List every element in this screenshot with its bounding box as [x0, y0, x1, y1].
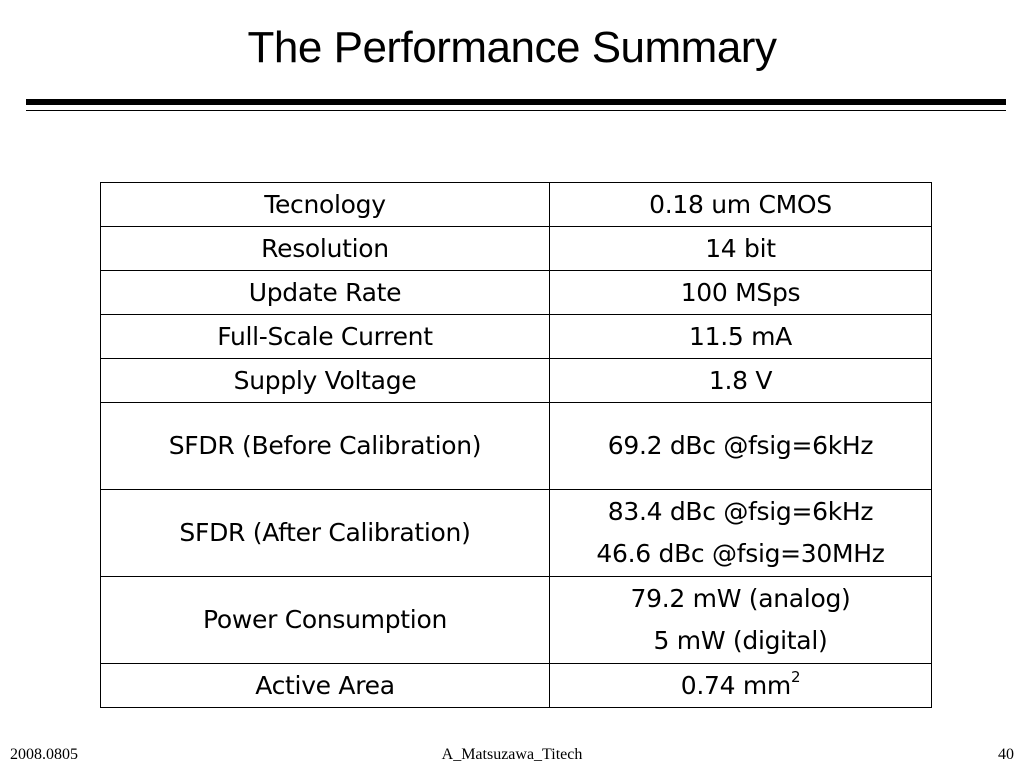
parameter-cell: SFDR (Before Calibration) [100, 402, 550, 490]
performance-table: Tecnology 0.18 um CMOS Resolution 14 bit… [100, 182, 932, 708]
value-cell: 100 MSps [549, 270, 932, 315]
parameter-cell: Update Rate [100, 270, 550, 315]
parameter-cell: Power Consumption [100, 576, 550, 664]
value-cell: 0.74 mm2 [549, 663, 932, 708]
title-rule-thick [26, 99, 1006, 105]
table-row: Full-Scale Current 11.5 mA [100, 314, 932, 359]
parameter-cell: SFDR (After Calibration) [100, 489, 550, 577]
parameter-cell: Tecnology [100, 182, 550, 227]
value-cell: 79.2 mW (analog) 5 mW (digital) [549, 576, 932, 664]
value-line: 79.2 mW (analog) [630, 584, 851, 613]
area-value: 0.74 mm [680, 670, 792, 700]
slide-title: The Performance Summary [247, 23, 777, 72]
footer-page-number: 40 [998, 746, 1014, 763]
table-row: Active Area 0.74 mm2 [100, 663, 932, 708]
table-row: Power Consumption 79.2 mW (analog) 5 mW … [100, 576, 932, 664]
value-cell: 83.4 dBc @fsig=6kHz 46.6 dBc @fsig=30MHz [549, 489, 932, 577]
value-cell: 1.8 V [549, 358, 932, 403]
parameter-cell: Full-Scale Current [100, 314, 550, 359]
table-row: Tecnology 0.18 um CMOS [100, 182, 932, 227]
table-row: Update Rate 100 MSps [100, 270, 932, 315]
parameter-cell: Supply Voltage [100, 358, 550, 403]
value-line: 5 mW (digital) [653, 626, 828, 655]
value-line: 83.4 dBc @fsig=6kHz [607, 497, 874, 526]
table-row: SFDR (Before Calibration) 69.2 dBc @fsig… [100, 402, 932, 490]
parameter-cell: Active Area [100, 663, 550, 708]
value-cell: 0.18 um CMOS [549, 182, 932, 227]
value-cell: 69.2 dBc @fsig=6kHz [549, 402, 932, 490]
table-row: Resolution 14 bit [100, 226, 932, 271]
table-row: SFDR (After Calibration) 83.4 dBc @fsig=… [100, 489, 932, 577]
value-cell: 11.5 mA [549, 314, 932, 359]
value-cell: 14 bit [549, 226, 932, 271]
area-unit-superscript: 2 [790, 667, 801, 686]
parameter-cell: Resolution [100, 226, 550, 271]
table-row: Supply Voltage 1.8 V [100, 358, 932, 403]
value-line: 46.6 dBc @fsig=30MHz [596, 539, 885, 568]
footer-author: A_Matsuzawa_Titech [441, 746, 583, 763]
title-rule-thin [26, 110, 1006, 111]
footer-date: 2008.0805 [10, 746, 78, 763]
